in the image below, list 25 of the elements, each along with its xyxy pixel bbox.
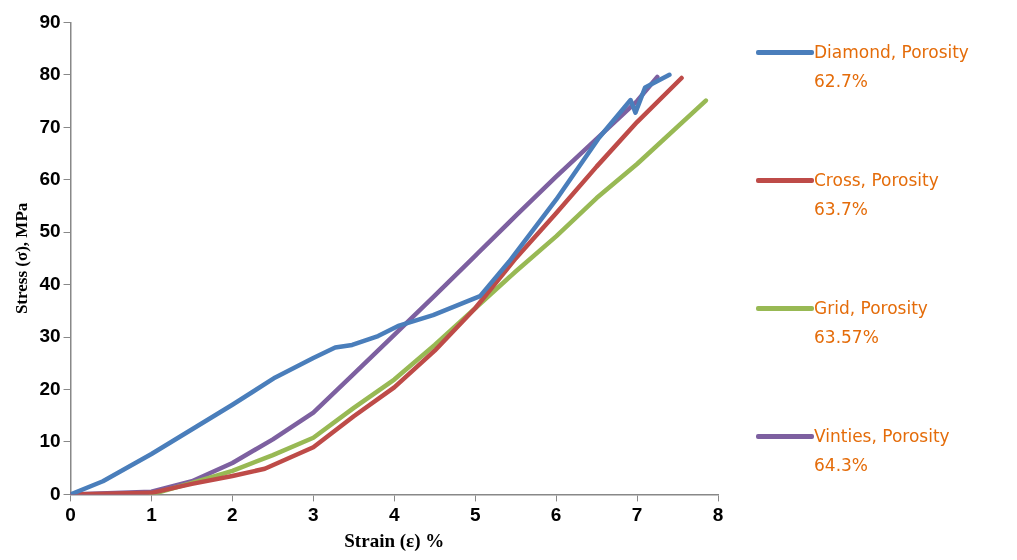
x-tick-label: 2 bbox=[227, 504, 238, 526]
y-tick-label: 10 bbox=[39, 430, 61, 452]
legend-label: Diamond, Porosity 62.7% bbox=[814, 41, 970, 93]
x-tick-label: 5 bbox=[469, 504, 481, 526]
y-axis-title: Stress (σ), MPa bbox=[11, 202, 31, 315]
x-tick-label: 4 bbox=[388, 504, 400, 526]
x-tick-label: 8 bbox=[712, 504, 724, 526]
y-tick-label: 50 bbox=[39, 220, 61, 242]
y-tick-label: 90 bbox=[39, 10, 61, 32]
legend-label: Grid, Porosity 63.57% bbox=[814, 297, 929, 349]
y-tick-label: 70 bbox=[39, 115, 61, 137]
x-tick-label: 0 bbox=[65, 504, 76, 526]
y-tick-label: 60 bbox=[39, 167, 61, 189]
legend-label: Cross, Porosity 63.7% bbox=[814, 169, 940, 221]
x-tick-label: 7 bbox=[631, 504, 643, 526]
y-tick-label: 20 bbox=[39, 377, 61, 399]
x-tick-label: 1 bbox=[146, 504, 158, 526]
y-tick-label: 40 bbox=[39, 272, 61, 294]
y-tick-label: 0 bbox=[49, 482, 61, 504]
x-axis-title: Strain (ε) % bbox=[344, 529, 445, 552]
y-tick-label: 80 bbox=[39, 63, 61, 85]
x-tick-label: 6 bbox=[550, 504, 562, 526]
x-tick-label: 3 bbox=[308, 504, 319, 526]
y-tick-label: 30 bbox=[39, 325, 61, 347]
legend-label: Vinties, Porosity 64.3% bbox=[814, 425, 951, 477]
